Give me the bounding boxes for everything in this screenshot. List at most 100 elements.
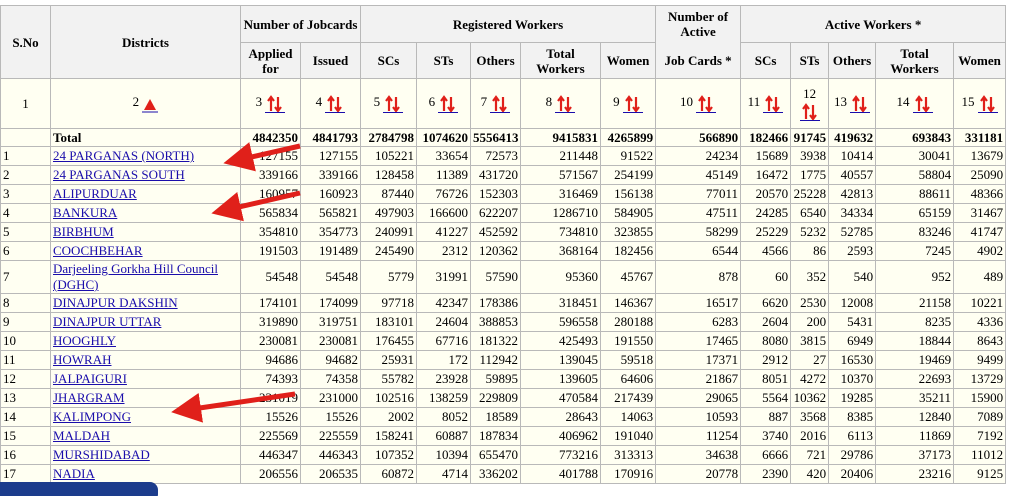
value-cell: 174101 [240, 293, 301, 313]
value-cell: 497903 [360, 203, 417, 223]
district-link[interactable]: JALPAIGURI [53, 371, 127, 386]
district-link[interactable]: Darjeeling Gorkha Hill Council (DGHC) [53, 261, 218, 293]
value-cell: 2002 [360, 407, 417, 427]
district-link[interactable]: BANKURA [53, 205, 118, 220]
district-cell: NADIA [50, 464, 241, 484]
value-cell: 17371 [655, 350, 742, 370]
district-link[interactable]: 24 PARGANAS (NORTH) [53, 148, 195, 163]
header-row: Applied for Issued SCs STs Others Total Worke… [1, 42, 1007, 79]
sort-icon[interactable] [622, 94, 643, 113]
index-label: 6 [428, 94, 436, 110]
value-cell: 4336 [953, 312, 1007, 332]
district-link[interactable]: DINAJPUR DAKSHIN [53, 295, 178, 310]
value-cell: 60887 [416, 426, 471, 446]
value-cell: 25931 [360, 350, 417, 370]
header-cell: Issued [300, 42, 361, 79]
sort-icon[interactable] [850, 94, 871, 113]
value-cell: 24604 [416, 312, 471, 332]
district-link[interactable]: MALDAH [53, 428, 111, 443]
value-cell: 45767 [599, 260, 657, 294]
index-cell: 15 [953, 78, 1007, 129]
district-cell: COOCHBEHAR [50, 241, 241, 261]
district-link[interactable]: KALIMPONG [53, 409, 131, 424]
value-cell: 127155 [300, 146, 361, 166]
value-cell: 64606 [599, 369, 657, 389]
district-cell: JALPAIGURI [50, 369, 241, 389]
district-link[interactable]: HOOGHLY [53, 333, 116, 348]
value-cell: 95360 [520, 260, 601, 294]
value-cell: 17465 [655, 331, 742, 351]
sort-icon[interactable] [383, 94, 404, 113]
value-cell: 721 [790, 445, 830, 465]
red-arrow [171, 391, 296, 423]
value-cell: 231000 [300, 388, 361, 408]
sort-icon[interactable] [142, 95, 159, 113]
sort-icon[interactable] [555, 94, 576, 113]
index-label: 1 [22, 95, 29, 111]
value-cell: 128458 [360, 165, 417, 185]
value-cell: 34638 [655, 445, 742, 465]
sort-icon[interactable] [438, 94, 459, 113]
value-cell: 225559 [300, 426, 361, 446]
sort-icon[interactable] [265, 94, 286, 113]
district-link[interactable]: NADIA [53, 466, 95, 481]
district-link[interactable]: DINAJPUR UTTAR [53, 314, 162, 329]
value-cell: 11389 [416, 165, 471, 185]
sort-icon[interactable] [490, 94, 511, 113]
district-link[interactable]: ALIPURDUAR [53, 186, 137, 201]
district-link[interactable]: JHARGRAM [53, 390, 125, 405]
district-link[interactable]: COOCHBEHAR [53, 243, 143, 258]
sort-icon[interactable] [325, 94, 346, 113]
district-link[interactable]: MURSHIDABAD [53, 447, 150, 462]
sort-icon[interactable] [799, 102, 820, 121]
value-cell: 2593 [828, 241, 877, 261]
value-cell: 88611 [875, 184, 955, 204]
value-cell: 952 [875, 260, 955, 294]
value-cell: 67716 [416, 331, 471, 351]
serial-number: 5 [0, 222, 51, 242]
district-cell: 24 PARGANAS (NORTH) [50, 146, 241, 166]
value-cell: 5232 [790, 222, 830, 242]
value-cell: 5431 [828, 312, 877, 332]
value-cell: 6540 [790, 203, 830, 223]
value-cell: 571567 [520, 165, 601, 185]
total-value: 5556413 [470, 128, 521, 147]
value-cell: 1775 [790, 165, 830, 185]
value-cell: 2312 [416, 241, 471, 261]
value-cell: 6113 [828, 426, 877, 446]
sort-icon[interactable] [763, 94, 784, 113]
sort-icon[interactable] [912, 94, 933, 113]
value-cell: 83246 [875, 222, 955, 242]
value-cell: 9499 [953, 350, 1007, 370]
index-cell: 4 [300, 78, 361, 129]
value-cell: 191489 [300, 241, 361, 261]
value-cell: 406962 [520, 426, 601, 446]
red-arrow [223, 142, 301, 172]
header-cell: SCs [360, 42, 417, 79]
value-cell: 584905 [599, 203, 657, 223]
district-link[interactable]: 24 PARGANAS SOUTH [53, 167, 185, 182]
district-link[interactable]: HOWRAH [53, 352, 112, 367]
value-cell: 10362 [790, 388, 830, 408]
value-cell: 112942 [470, 350, 521, 370]
value-cell: 8052 [416, 407, 471, 427]
sort-icon[interactable] [696, 94, 717, 113]
district-cell: HOOGHLY [50, 331, 241, 351]
index-label: 14 [896, 94, 910, 110]
value-cell: 52785 [828, 222, 877, 242]
value-cell: 3568 [790, 407, 830, 427]
index-label: 7 [480, 94, 488, 110]
district-row: 17 NADIA 206556 206535 60872 4714 336202 401788… [0, 464, 1007, 484]
header-cell: Job Cards * [655, 42, 742, 79]
value-cell: 172 [416, 350, 471, 370]
district-table: S.No Districts Number of Jobcards Regist… [0, 5, 1007, 484]
value-cell: 45149 [655, 165, 742, 185]
value-cell: 18844 [875, 331, 955, 351]
value-cell: 200 [790, 312, 830, 332]
district-link[interactable]: BIRBHUM [53, 224, 114, 239]
sort-icon[interactable] [977, 94, 998, 113]
value-cell: 3815 [790, 331, 830, 351]
index-label: 11 [747, 94, 761, 110]
